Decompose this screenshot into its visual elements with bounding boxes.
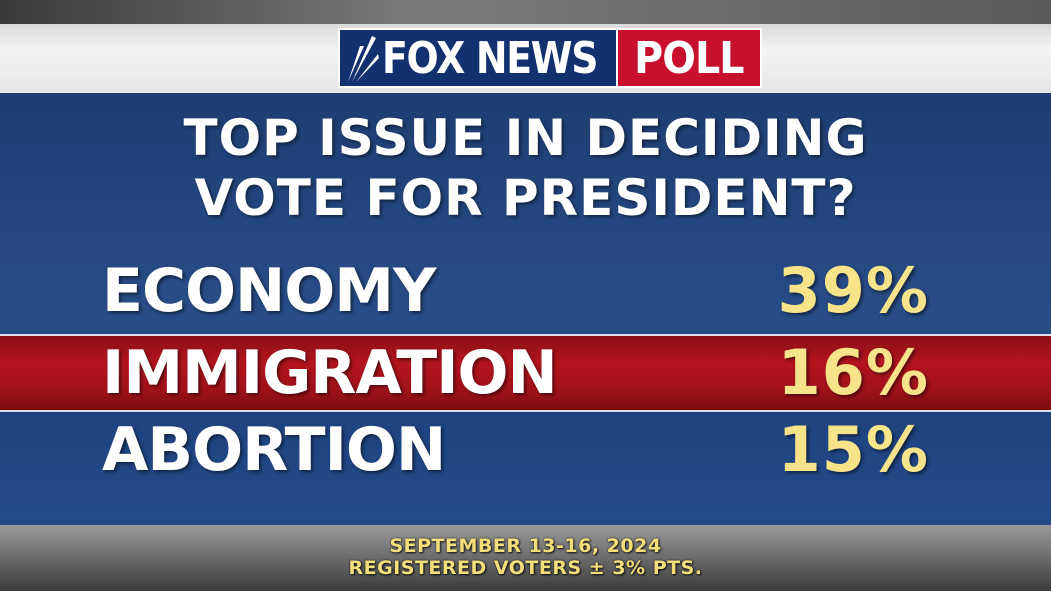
- category-label: ABORTION: [102, 415, 446, 485]
- fox-news-wordmark: FOX NEWS: [338, 28, 617, 88]
- value-label: 15%: [777, 413, 929, 486]
- chart-title-line-1: TOP ISSUE IN DECIDING: [183, 109, 868, 167]
- category-label: IMMIGRATION: [102, 338, 558, 408]
- header-top-strip: [0, 0, 1051, 24]
- poll-dates: SEPTEMBER 13-16, 2024: [389, 535, 662, 557]
- footer-band: [0, 525, 1051, 591]
- category-label: ECONOMY: [102, 256, 436, 326]
- value-label: 39%: [777, 254, 929, 327]
- value-label: 16%: [777, 336, 929, 409]
- chart-title: TOP ISSUE IN DECIDING VOTE FOR PRESIDENT…: [0, 108, 1051, 228]
- logo-brand-text: FOX NEWS: [382, 32, 599, 84]
- result-row-immigration: IMMIGRATION 16%: [0, 334, 1051, 412]
- logo-poll-tag: POLL: [616, 28, 762, 88]
- poll-sample: REGISTERED VOTERS ± 3% PTS.: [348, 557, 703, 579]
- logo-poll-text: POLL: [634, 32, 744, 84]
- result-row-abortion: ABORTION 15%: [0, 412, 1051, 525]
- searchlight-icon: [348, 36, 379, 82]
- fox-news-poll-logo: FOX NEWS POLL: [338, 28, 762, 88]
- result-row-economy: ECONOMY 39%: [0, 253, 1051, 329]
- footer-notes: SEPTEMBER 13-16, 2024 REGISTERED VOTERS …: [0, 535, 1051, 579]
- chart-title-line-2: VOTE FOR PRESIDENT?: [194, 169, 857, 227]
